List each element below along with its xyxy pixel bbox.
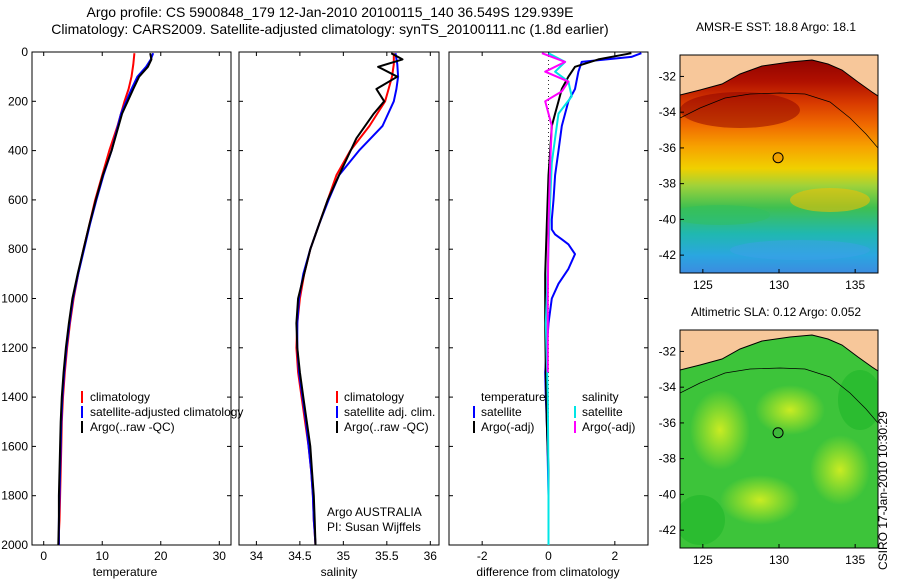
salinity-xtick-label: 34.5 [288,549,312,563]
temperature-xtick-label: 10 [96,549,110,563]
difference-panel: -2 0 2 difference from climatology tempera… [448,51,649,579]
sla-lat-label: -42 [659,523,677,537]
sst-map: 125 130 135 -32 -34 -36 -38 -40 -42 AMSR-E SST: … [659,20,879,292]
sst-lat-label: -42 [659,248,677,262]
sst-map-title: AMSR-E SST: 18.8 Argo: 18.1 [696,20,856,34]
legend-sal-sat: satellite [582,405,623,419]
legend-temperature-header: temperature [481,390,546,404]
temperature-panel: 0 10 20 30 0 200 400 600 800 1000 1200 1400 1600 1800… [1,45,243,579]
legend-temp-argo: Argo(-adj) [481,420,534,434]
depth-tick-label: 1400 [1,390,28,404]
sla-lat-label: -40 [659,487,677,501]
depth-tick-label: 1800 [1,489,28,503]
depth-tick-label: 2000 [1,538,28,552]
sst-lon-label: 125 [693,278,713,292]
sst-lat-label: -36 [659,141,677,155]
sla-lon-label: 135 [845,553,865,567]
salinity-xtick-label: 36 [424,549,438,563]
difference-series-satellite [544,52,642,545]
sla-argo-location-marker [772,427,784,439]
sst-lon-label: 135 [845,278,865,292]
csiro-timestamp: CSIRO 17-Jan-2010 10:30:29 [876,411,890,570]
difference-xtick-label: 0 [545,549,552,563]
temperature-xtick-label: 30 [213,549,227,563]
legend-sal-climatology: climatology [344,390,404,404]
sla-lon-label: 125 [693,553,713,567]
sla-lat-label: -32 [659,344,677,358]
temperature-legend: climatology satellite-adjusted climatolo… [81,390,243,434]
temperature-xlabel: temperature [93,565,158,579]
sst-lat-label: -38 [659,177,677,191]
temperature-series-climatology [57,53,136,545]
salinity-xtick-label: 34 [250,549,264,563]
sla-lat-label: -38 [659,452,677,466]
sla-lat-label: -36 [659,416,677,430]
depth-tick-label: 1000 [1,292,28,306]
salinity-series-argo-raw-qc- [295,52,404,546]
depth-tick-label: 800 [8,242,28,256]
sst-shelf-contour [680,92,878,149]
sst-lat-label: -34 [659,105,677,119]
temperature-xtick-label: 20 [154,549,168,563]
sla-lat-label: -34 [659,380,677,394]
sst-land-australia [680,55,878,96]
legend-temp-satellite: satellite [481,405,522,419]
legend-satellite-adjusted: satellite-adjusted climatology [90,405,243,419]
depth-tick-label: 1600 [1,439,28,453]
legend-climatology: climatology [90,390,150,404]
legend-sal-satellite: satellite adj. clim. [344,405,435,419]
salinity-axes-box [238,51,440,546]
depth-tick-label: 0 [21,45,28,59]
sst-lat-label: -32 [659,69,677,83]
legend-sal-argo: Argo(..raw -QC) [344,420,429,434]
depth-tick-label: 200 [8,94,28,108]
sla-map: 125 130 135 -32 -34 -36 -38 -40 -42 Altimetric S… [659,305,879,567]
temperature-series-argo-raw-qc- [57,53,153,546]
depth-tick-label: 400 [8,144,28,158]
sla-shelf-contour [680,367,878,424]
salinity-panel: 34 34.5 35 35.5 36 salinity climatology sate… [238,51,440,579]
sla-map-title: Altimetric SLA: 0.12 Argo: 0.052 [691,305,861,319]
difference-series-argo-adj- [541,52,570,373]
sla-lon-label: 130 [769,553,789,567]
salinity-xtick-label: 35 [337,549,351,563]
difference-legend: temperature satellite Argo(-adj) salinit… [473,390,635,434]
sst-argo-location-marker [772,152,784,164]
salinity-xtick-label: 35.5 [375,549,399,563]
legend-sal-argo-adj: Argo(-adj) [582,420,635,434]
figure-title-line-2: Climatology: CARS2009. Satellite-adjuste… [51,21,609,37]
legend-salinity-header: salinity [582,390,619,404]
temperature-xtick-label: 0 [40,549,47,563]
figure-title-line-1: Argo profile: CS 5900848_179 12-Jan-2010… [86,4,574,20]
difference-xtick-label: 2 [611,549,618,563]
depth-tick-label: 1200 [1,341,28,355]
salinity-xlabel: salinity [321,565,358,579]
pi-label: PI: Susan Wijffels [327,520,421,534]
sst-field [680,55,878,273]
difference-series-argo-adj- [544,52,632,545]
salinity-legend: climatology satellite adj. clim. Argo(..… [336,390,435,434]
argo-program-label: Argo AUSTRALIA [327,505,422,519]
sst-lon-label: 130 [769,278,789,292]
legend-argo: Argo(..raw -QC) [90,420,175,434]
temperature-axes-box [31,51,232,546]
difference-series-satellite [544,52,573,545]
difference-xtick-label: -2 [477,549,488,563]
depth-tick-label: 600 [8,193,28,207]
sla-land-australia [680,330,878,371]
difference-xlabel: difference from climatology [476,565,619,579]
sst-lat-label: -40 [659,212,677,226]
